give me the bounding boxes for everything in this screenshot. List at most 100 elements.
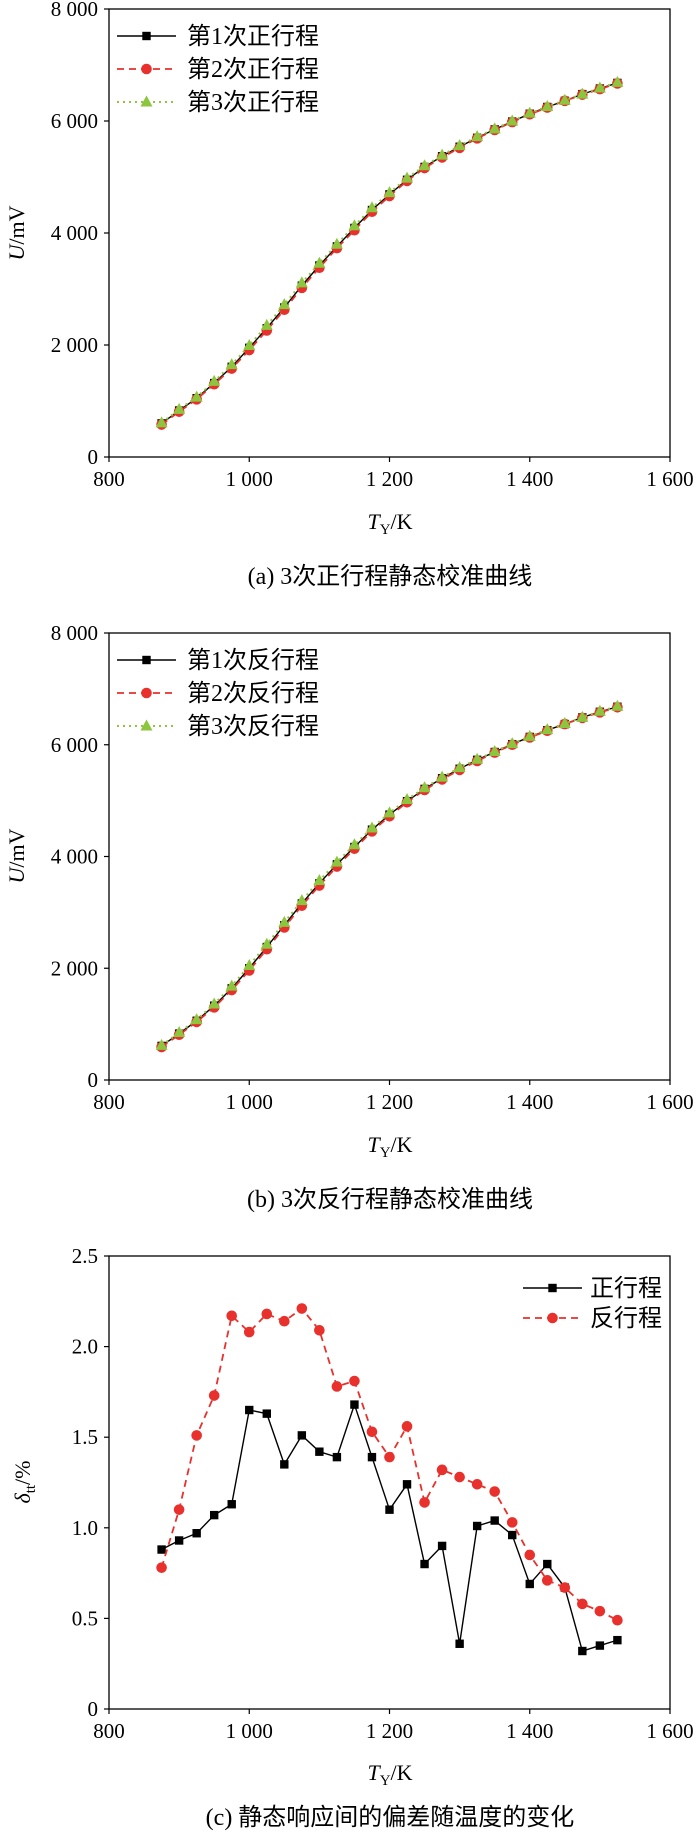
series-3 (155, 699, 624, 1050)
chart-b-plot: 800 1 000 1 200 1 400 1 600 0 2 000 4 000 6 000 8… (51, 621, 694, 1114)
data-point (453, 761, 466, 773)
x-axis-label-symbol: T (367, 1132, 381, 1157)
data-point (296, 1303, 308, 1314)
data-point (174, 1536, 184, 1545)
data-point (578, 1646, 587, 1656)
data-point (385, 1505, 394, 1514)
data-point (506, 114, 519, 126)
y-axis-label-symbol: U (4, 866, 29, 884)
series-2 (156, 78, 623, 430)
data-point (384, 1451, 395, 1463)
data-point (436, 770, 449, 782)
series-2 (156, 1303, 623, 1626)
x-tick-label: 1 400 (506, 467, 553, 491)
data-point (541, 723, 554, 735)
data-point (262, 1409, 271, 1418)
data-point (471, 130, 484, 142)
y-tick-label: 0 (88, 445, 99, 469)
y-tick-label: 0.5 (72, 1606, 98, 1630)
legend-marker (142, 655, 151, 665)
data-point (191, 1430, 202, 1441)
series-line (161, 82, 618, 426)
data-point (155, 416, 168, 428)
data-point (330, 855, 343, 867)
data-point (260, 937, 273, 949)
data-point (331, 1381, 343, 1392)
y-axis-label-symbol: U (4, 243, 29, 261)
data-point (279, 1315, 290, 1327)
series-line (160, 705, 618, 1047)
data-point (506, 1517, 518, 1528)
data-point (173, 402, 186, 414)
data-point (245, 1405, 254, 1415)
x-tick-label: 800 (93, 1090, 125, 1114)
data-point (157, 1545, 166, 1554)
legend-label: 正行程 (590, 1275, 662, 1302)
data-point (332, 1452, 342, 1462)
data-point (365, 201, 378, 213)
x-axis-label-subscript: Y (380, 522, 391, 538)
series-line (161, 706, 618, 1048)
legend-label: 反行程 (590, 1305, 662, 1332)
series-line (160, 1307, 618, 1622)
data-point (402, 1480, 412, 1489)
legend-item: 第1次正行程 (117, 23, 319, 50)
y-tick-label: 8 000 (51, 621, 98, 645)
chart-a-plot: 800 1 000 1 200 1 400 1 600 0 2 000 4 000 6 000 8… (51, 0, 694, 491)
data-point (455, 1639, 464, 1648)
x-tick-label: 1 400 (506, 1090, 553, 1114)
data-point (383, 806, 396, 818)
y-axis-label-unit: /mV (4, 828, 29, 867)
data-point (454, 1471, 465, 1483)
legend-label: 第2次正行程 (187, 56, 319, 83)
data-point (525, 1579, 534, 1589)
data-point (313, 874, 326, 886)
data-point (401, 171, 414, 183)
x-axis-label: TY/K (367, 1132, 412, 1161)
x-axis-label: TY/K (367, 1760, 412, 1789)
legend-marker (547, 1312, 558, 1324)
y-tick-label: 1.5 (72, 1425, 98, 1449)
x-tick-label: 1 000 (226, 467, 273, 491)
y-tick-label: 6 000 (51, 109, 98, 133)
series-1 (157, 78, 622, 428)
x-axis-label-subscript: Y (380, 1773, 391, 1789)
data-point (595, 1641, 605, 1650)
data-point (543, 1559, 552, 1569)
y-axis-label-unit: /mV (4, 205, 29, 244)
legend-marker (141, 63, 152, 75)
data-point (401, 793, 414, 805)
data-point (190, 1013, 203, 1025)
data-point (155, 1038, 168, 1050)
legend-label: 第1次反行程 (187, 647, 319, 674)
data-point (558, 717, 571, 729)
data-point (227, 1500, 236, 1509)
data-point (243, 339, 256, 351)
y-axis-label: U/mV (4, 828, 29, 883)
data-point (419, 1497, 430, 1508)
data-point (488, 744, 501, 756)
data-point (365, 821, 378, 833)
data-point (278, 915, 291, 927)
y-tick-label: 2 000 (51, 956, 98, 980)
y-tick-label: 8 000 (51, 0, 98, 21)
x-axis-label: TY/K (367, 509, 412, 538)
chart-caption: (c) 静态响应间的偏差随温度的变化 (206, 1804, 575, 1831)
legend-item: 第1次反行程 (117, 647, 319, 674)
x-tick-label: 1 600 (646, 1719, 693, 1743)
x-tick-label: 1 200 (366, 1090, 413, 1114)
y-axis-label-unit: /% (10, 1460, 35, 1484)
data-point (488, 122, 501, 134)
x-tick-label: 1 000 (226, 1090, 273, 1114)
data-point (612, 1614, 623, 1626)
y-tick-label: 0 (88, 1697, 99, 1721)
chart-c: 800 1 000 1 200 1 400 1 600 0 0.5 1.0 1.5 2.0 2.5 正… (10, 1244, 694, 1831)
data-point (366, 1426, 378, 1438)
data-point (401, 1421, 413, 1432)
y-tick-label: 2.5 (72, 1244, 98, 1268)
data-point (611, 699, 624, 711)
y-axis-label: δtt/% (10, 1460, 39, 1503)
series-1 (157, 1400, 622, 1656)
x-axis-label-unit: /K (391, 1132, 413, 1157)
